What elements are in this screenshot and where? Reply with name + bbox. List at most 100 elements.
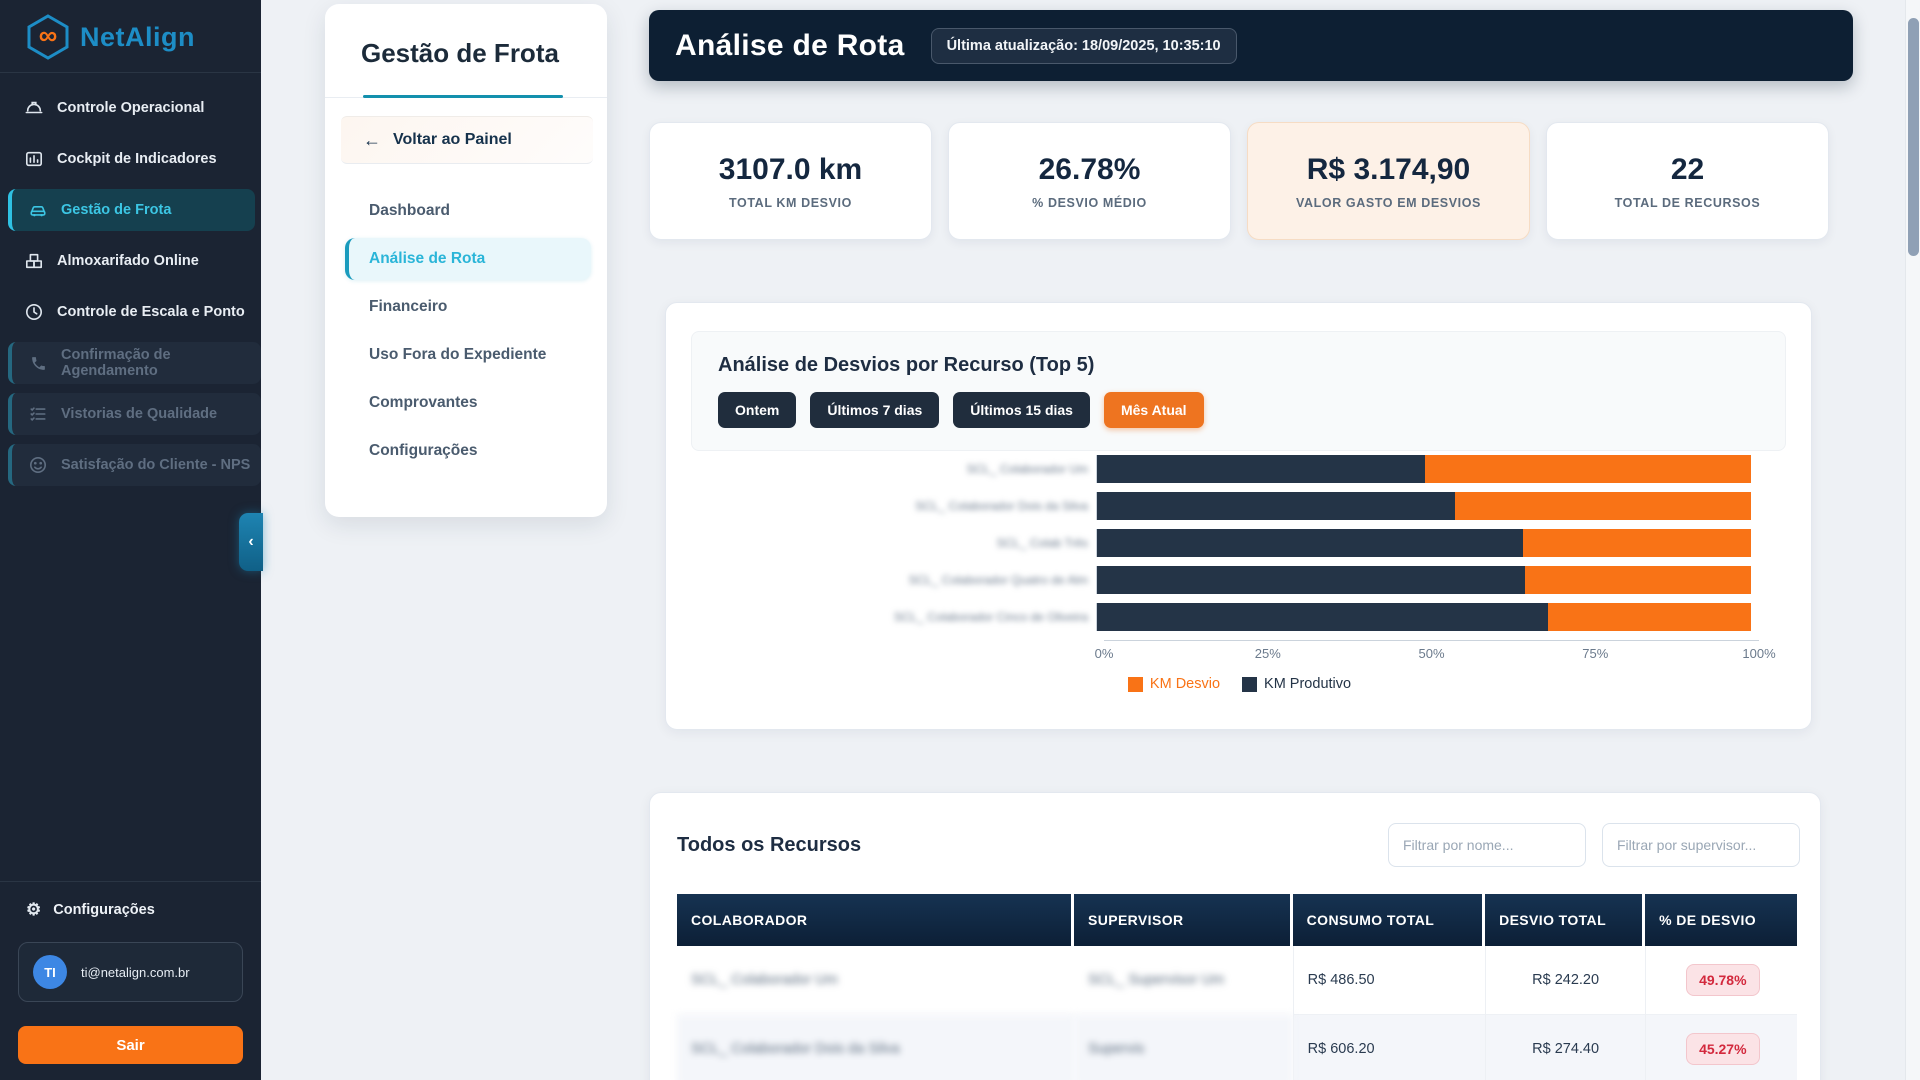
last-update-badge: Última atualização: 18/09/2025, 10:35:10 bbox=[930, 27, 1237, 64]
chart-legend: KM Desvio KM Produtivo bbox=[690, 676, 1789, 692]
bar-track bbox=[1096, 492, 1751, 520]
sidebar-nav: Controle Operacional Cockpit de Indicado… bbox=[0, 73, 261, 881]
checklist-icon bbox=[28, 404, 48, 424]
panel-item-financeiro[interactable]: Financeiro bbox=[369, 298, 448, 315]
kpi-desvio-medio: 26.78% % DESVIO MÉDIO bbox=[948, 122, 1231, 240]
main-content: Análise de Rota Última atualização: 18/0… bbox=[649, 10, 1853, 1080]
bar-segment-km-desvio bbox=[1525, 566, 1751, 594]
kpi-valor-gasto: R$ 3.174,90 VALOR GASTO EM DESVIOS bbox=[1247, 122, 1530, 240]
chart-category-label-blurred: SCL_ Colaborador Cinco de Oliveira bbox=[893, 610, 1088, 624]
brand-name: NetAlign bbox=[80, 21, 195, 52]
cell-colaborador-blurred: SCL_ Colaborador Um bbox=[677, 946, 1074, 1015]
bar-segment-km-desvio bbox=[1548, 603, 1751, 631]
avatar: TI bbox=[33, 955, 67, 989]
panel-item-dashboard[interactable]: Dashboard bbox=[369, 202, 450, 219]
sidebar-item-label: Almoxarifado Online bbox=[57, 253, 199, 269]
x-axis-tick: 100% bbox=[1742, 646, 1776, 661]
boxes-icon bbox=[24, 251, 44, 271]
legend-km-produtivo: KM Produtivo bbox=[1242, 676, 1351, 692]
col-supervisor: SUPERVISOR bbox=[1073, 894, 1293, 946]
page-header: Análise de Rota Última atualização: 18/0… bbox=[649, 10, 1853, 81]
cell-supervisor-blurred: Supervis bbox=[1073, 1015, 1293, 1080]
sidebar-item-vistorias-de-qualidade[interactable]: Vistorias de Qualidade bbox=[8, 393, 261, 435]
sidebar-settings-button[interactable]: ⚙ Configurações bbox=[18, 900, 243, 920]
col-colaborador: COLABORADOR bbox=[677, 894, 1074, 946]
user-chip[interactable]: TI ti@netalign.com.br bbox=[18, 942, 243, 1002]
scrollbar-thumb[interactable] bbox=[1908, 18, 1919, 256]
sidebar-item-satisfacao-do-cliente-nps[interactable]: Satisfação do Cliente - NPS bbox=[8, 444, 261, 486]
sidebar-item-label: Cockpit de Indicadores bbox=[57, 151, 217, 167]
kpi-value: 26.78% bbox=[1038, 152, 1141, 186]
kpi-label: TOTAL KM DESVIO bbox=[729, 195, 852, 210]
filter-ultimos-15-dias-button[interactable]: Últimos 15 dias bbox=[953, 392, 1090, 428]
bar-chart-icon bbox=[24, 149, 44, 169]
gear-icon: ⚙ bbox=[26, 900, 42, 919]
netalign-hexagon-infinity-icon: ∞ bbox=[26, 14, 70, 60]
svg-text:∞: ∞ bbox=[39, 20, 58, 50]
panel-item-configuracoes[interactable]: Configurações bbox=[369, 442, 478, 459]
table-title: Todos os Recursos bbox=[677, 833, 862, 856]
hard-hat-icon bbox=[24, 98, 44, 118]
bar-segment-km-produtivo bbox=[1097, 566, 1526, 594]
kpi-value: 3107.0 km bbox=[718, 152, 863, 186]
vertical-scrollbar[interactable] bbox=[1905, 0, 1920, 1080]
table-row[interactable]: SCL_ Colaborador Um SCL_ Supervisor Um R… bbox=[677, 946, 1797, 1015]
pct-desvio-badge: 49.78% bbox=[1686, 964, 1760, 996]
chart-header: Análise de Desvios por Recurso (Top 5) O… bbox=[691, 331, 1786, 451]
panel-item-comprovantes[interactable]: Comprovantes bbox=[369, 394, 478, 411]
panel-item-uso-fora-do-expediente[interactable]: Uso Fora do Expediente bbox=[369, 346, 547, 363]
x-axis-tick: 75% bbox=[1582, 646, 1609, 661]
sidebar-collapse-toggle[interactable]: ‹ bbox=[239, 513, 263, 571]
sidebar-item-label: Controle de Escala e Ponto bbox=[57, 304, 245, 320]
clock-icon bbox=[24, 302, 44, 322]
kpi-label: VALOR GASTO EM DESVIOS bbox=[1296, 195, 1481, 210]
chart-category-label-blurred: SCL_ Colaborador Quatro de Alm bbox=[908, 573, 1088, 587]
sidebar-item-almoxarifado-online[interactable]: Almoxarifado Online bbox=[0, 240, 261, 282]
chart-title: Análise de Desvios por Recurso (Top 5) bbox=[718, 354, 1095, 376]
sidebar-item-confirmacao-de-agendamento[interactable]: Confirmação de Agendamento bbox=[8, 342, 261, 384]
sidebar-item-controle-de-escala-e-ponto[interactable]: Controle de Escala e Ponto bbox=[0, 291, 261, 333]
sidebar-item-cockpit-de-indicadores[interactable]: Cockpit de Indicadores bbox=[0, 138, 261, 180]
bar-segment-km-desvio bbox=[1454, 492, 1751, 520]
chart-bar-row: SCL_ Colaborador Quatro de Alm bbox=[690, 566, 1789, 594]
bar-segment-km-desvio bbox=[1523, 529, 1751, 557]
filter-mes-atual-button[interactable]: Mês Atual bbox=[1103, 392, 1204, 428]
bar-segment-km-produtivo bbox=[1097, 529, 1524, 557]
filter-ultimos-7-dias-button[interactable]: Últimos 7 dias bbox=[810, 392, 940, 428]
x-axis-tick: 0% bbox=[1094, 646, 1114, 661]
back-label: Voltar ao Painel bbox=[393, 131, 512, 148]
chart-category-label-blurred: SCL_ Colaborador Um bbox=[966, 462, 1088, 476]
table-row[interactable]: SCL_ Colaborador Dois da Silva Supervis … bbox=[677, 1015, 1797, 1080]
x-axis: 0% 25% 50% 75% 100% bbox=[1095, 640, 1776, 662]
sidebar-item-gestao-de-frota[interactable]: Gestão de Frota bbox=[8, 189, 255, 231]
chevron-left-icon: ‹ bbox=[248, 533, 254, 550]
brand-logo: ∞ NetAlign bbox=[0, 0, 261, 73]
panel-item-analise-de-rota[interactable]: Análise de Rota bbox=[345, 238, 591, 280]
bar-track bbox=[1096, 529, 1751, 557]
sidebar-item-controle-operacional[interactable]: Controle Operacional bbox=[0, 87, 261, 129]
kpi-value: R$ 3.174,90 bbox=[1306, 152, 1471, 186]
filter-ontem-button[interactable]: Ontem bbox=[718, 392, 797, 428]
sidebar-item-label: Satisfação do Cliente - NPS bbox=[61, 457, 251, 473]
module-panel: Gestão de Frota ← Voltar ao Painel Dashb… bbox=[325, 4, 607, 517]
resources-table-card: Todos os Recursos COLABORADOR SUPERVISOR… bbox=[649, 792, 1821, 1080]
filter-by-supervisor-input[interactable] bbox=[1602, 823, 1800, 867]
bar-segment-km-produtivo bbox=[1097, 455, 1426, 483]
page-title: Análise de Rota bbox=[675, 28, 905, 62]
kpi-label: % DESVIO MÉDIO bbox=[1032, 195, 1147, 210]
x-axis-tick: 25% bbox=[1254, 646, 1281, 661]
logout-button[interactable]: Sair bbox=[18, 1026, 243, 1064]
cell-pct: 49.78% bbox=[1645, 946, 1797, 1015]
legend-label: KM Produtivo bbox=[1264, 676, 1352, 692]
chart-bar-row: SCL_ Colaborador Cinco de Oliveira bbox=[690, 603, 1789, 631]
legend-km-desvio: KM Desvio bbox=[1127, 676, 1220, 692]
pct-desvio-badge: 45.27% bbox=[1686, 1033, 1760, 1065]
sidebar-item-label: Gestão de Frota bbox=[61, 202, 172, 218]
cell-colaborador-blurred: SCL_ Colaborador Dois da Silva bbox=[677, 1015, 1074, 1080]
user-email: ti@netalign.com.br bbox=[81, 964, 190, 980]
bar-track bbox=[1096, 455, 1751, 483]
resources-table: COLABORADOR SUPERVISOR CONSUMO TOTAL DES… bbox=[677, 894, 1797, 1080]
back-to-panel-button[interactable]: ← Voltar ao Painel bbox=[341, 116, 593, 164]
cell-desvio: R$ 274.40 bbox=[1485, 1015, 1646, 1080]
filter-by-name-input[interactable] bbox=[1388, 823, 1586, 867]
